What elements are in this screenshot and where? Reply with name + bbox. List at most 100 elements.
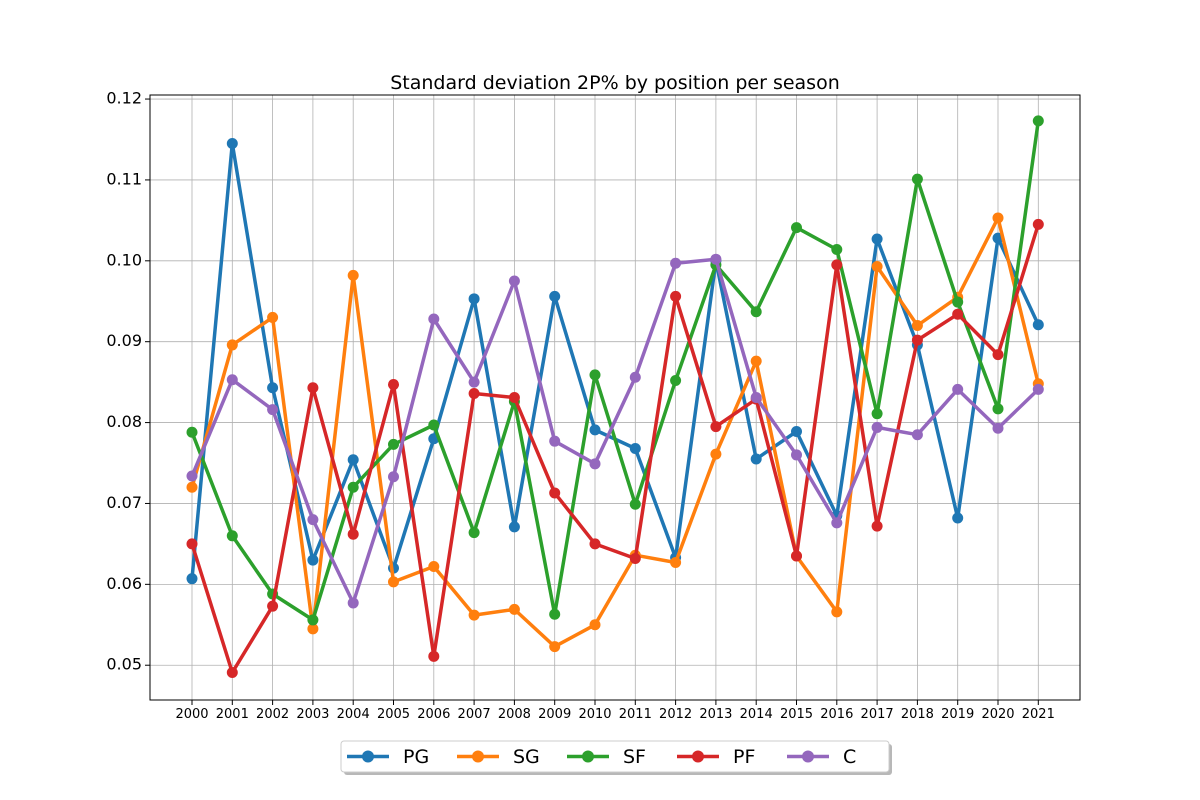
data-point-c xyxy=(831,517,843,529)
legend-marker-pg xyxy=(362,750,374,763)
x-tick-label: 2014 xyxy=(740,707,773,722)
x-tick-label: 2006 xyxy=(417,707,450,722)
data-point-pf xyxy=(952,308,964,320)
x-tick-label: 2009 xyxy=(538,707,571,722)
x-tick-label: 2015 xyxy=(780,707,813,722)
y-tick-label: 0.08 xyxy=(106,412,142,431)
data-point-sg xyxy=(750,355,762,367)
x-tick-label: 2003 xyxy=(296,707,329,722)
x-tick-label: 2007 xyxy=(458,707,491,722)
data-point-pg xyxy=(589,424,601,436)
data-point-c xyxy=(750,392,762,403)
data-point-pf xyxy=(549,487,561,499)
data-point-c xyxy=(347,597,359,609)
data-point-sg xyxy=(307,623,319,635)
y-tick-label: 0.05 xyxy=(106,655,142,674)
x-tick-label: 2001 xyxy=(216,707,249,722)
legend-label-pf: PF xyxy=(733,746,755,768)
data-point-sg xyxy=(388,576,399,588)
data-point-c xyxy=(629,371,641,383)
x-tick-label: 2020 xyxy=(981,707,1014,722)
data-point-pg xyxy=(226,138,238,150)
legend-label-c: C xyxy=(843,746,856,768)
data-point-sg xyxy=(468,609,480,621)
y-tick-label: 0.12 xyxy=(106,89,142,108)
y-tick-label: 0.06 xyxy=(106,574,142,593)
x-tick-label: 2018 xyxy=(901,707,934,722)
data-point-pf xyxy=(267,600,279,612)
x-tick-label: 2002 xyxy=(256,707,289,722)
series-c xyxy=(186,253,1044,609)
data-point-pg xyxy=(871,233,883,245)
y-tick-label: 0.09 xyxy=(106,331,142,350)
y-tick-label: 0.10 xyxy=(106,250,142,269)
data-point-pf xyxy=(428,650,440,662)
data-point-sg xyxy=(508,603,520,615)
grid-layer xyxy=(150,95,1080,700)
data-point-pf xyxy=(992,349,1004,361)
data-point-pg xyxy=(629,442,641,454)
series-line-pf xyxy=(190,222,1041,675)
x-tick-label: 2019 xyxy=(941,707,974,722)
y-tick-label: 0.11 xyxy=(106,169,142,188)
data-point-pg xyxy=(508,521,520,533)
data-point-pg xyxy=(307,554,319,566)
x-tick-label: 2016 xyxy=(820,707,853,722)
data-point-pf xyxy=(508,392,520,403)
legend-item-c: C xyxy=(787,746,856,768)
data-point-pg xyxy=(267,382,279,394)
data-point-c xyxy=(911,429,923,441)
data-point-sf xyxy=(911,173,923,185)
data-point-sf xyxy=(388,438,399,450)
data-point-pf xyxy=(347,528,359,540)
data-point-pf xyxy=(791,550,802,562)
x-tick-label: 2004 xyxy=(337,707,370,722)
data-point-c xyxy=(589,458,601,470)
data-point-sf xyxy=(307,614,319,626)
data-point-sg xyxy=(549,641,561,653)
data-point-pg xyxy=(1032,319,1044,331)
data-point-c xyxy=(428,313,440,325)
data-point-pf xyxy=(307,382,319,394)
data-point-c xyxy=(670,257,682,269)
data-point-sf xyxy=(791,222,802,234)
data-point-pf xyxy=(831,259,843,271)
data-point-pg xyxy=(750,453,762,465)
data-point-sg xyxy=(871,260,883,272)
data-point-pg xyxy=(549,290,561,302)
data-point-c xyxy=(871,421,883,433)
data-point-sg xyxy=(670,557,682,568)
legend-marker-pf xyxy=(692,750,704,763)
data-point-sf xyxy=(831,243,843,255)
data-point-sg xyxy=(226,339,238,351)
legend-item-sf: SF xyxy=(567,746,646,768)
legend-marker-c xyxy=(802,750,814,763)
data-point-c xyxy=(508,275,520,287)
data-point-sf xyxy=(750,306,762,318)
data-point-sf xyxy=(871,408,883,420)
data-point-sf xyxy=(549,608,561,620)
data-point-c xyxy=(307,514,319,526)
series-line-c xyxy=(190,257,1041,605)
data-point-pf xyxy=(589,538,601,550)
data-point-c xyxy=(992,422,1004,434)
series-sf xyxy=(186,115,1044,626)
legend-marker-sf xyxy=(582,750,594,763)
x-tick-label: 2013 xyxy=(699,707,732,722)
data-point-c xyxy=(1032,383,1044,395)
data-point-sf xyxy=(347,481,359,493)
data-point-c xyxy=(710,253,722,265)
x-tick-label: 2017 xyxy=(861,707,894,722)
data-point-sf xyxy=(468,527,480,539)
axis-layer: 2000 2001 2002 2003 2004 2005 2006 2007 2008 2009… xyxy=(106,89,1081,722)
data-point-sf xyxy=(186,426,198,438)
legend-label-sg: SG xyxy=(513,746,540,768)
data-point-pg xyxy=(347,454,359,466)
legend: PG SG SF PF C xyxy=(340,740,892,775)
data-point-sf xyxy=(629,498,641,510)
data-point-sg xyxy=(831,606,843,618)
data-point-pg xyxy=(952,512,964,524)
x-tick-label: 2012 xyxy=(659,707,692,722)
data-point-c xyxy=(468,376,480,388)
x-tick-label: 2010 xyxy=(578,707,611,722)
